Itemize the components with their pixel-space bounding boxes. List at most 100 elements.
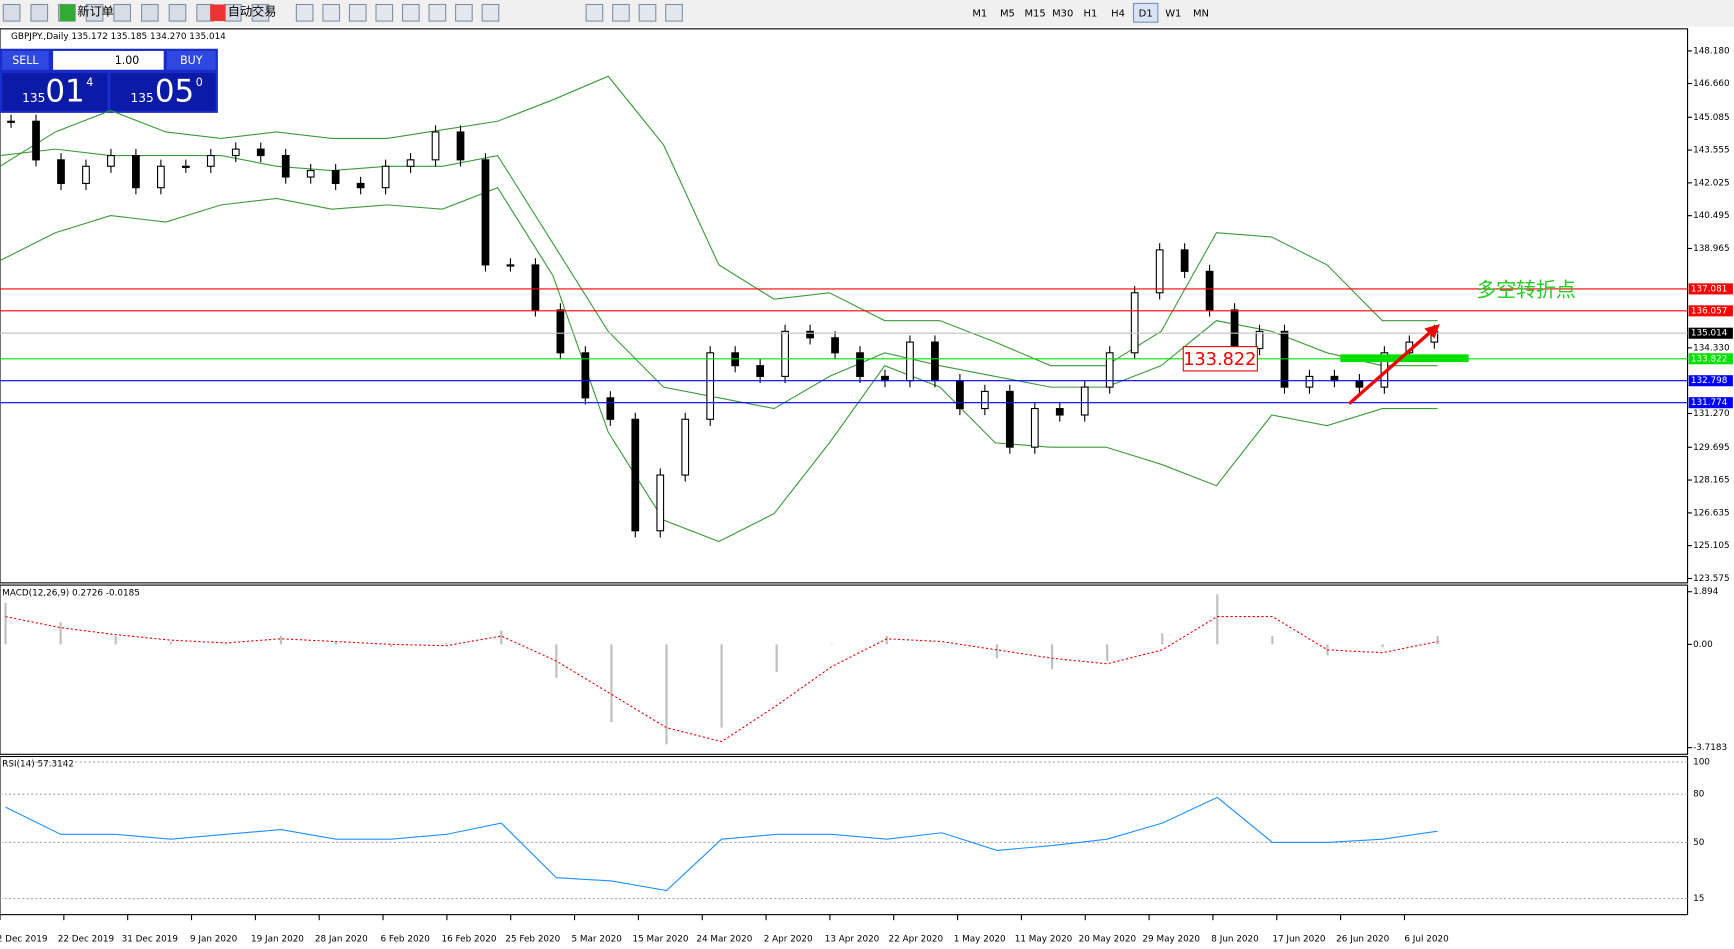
buy-text[interactable]: BUY (180, 54, 203, 67)
tool-icon[interactable] (665, 3, 683, 22)
candle (206, 154, 215, 167)
level-tag (1688, 327, 1733, 339)
buy-button[interactable] (166, 50, 216, 70)
tool-icon[interactable] (140, 3, 159, 22)
macd-panel (0, 584, 1689, 755)
timeframe[interactable]: M30 (1052, 8, 1073, 19)
macd-bar (1381, 644, 1384, 648)
y-tick-label: 15 (1693, 894, 1704, 904)
candle (631, 418, 640, 532)
tool-icon[interactable] (113, 3, 132, 22)
timeframe[interactable]: H4 (1111, 8, 1125, 19)
candle (57, 159, 65, 184)
tool-icon[interactable] (481, 3, 500, 22)
candle (1130, 292, 1139, 354)
level-tag (1688, 397, 1733, 409)
sell-button[interactable] (2, 50, 49, 70)
bid-small: 4 (86, 76, 93, 89)
candle (1305, 375, 1314, 388)
ask-box[interactable] (110, 73, 216, 111)
lots-text[interactable]: 1.00 (115, 54, 140, 67)
candle (906, 341, 914, 382)
tool-icon[interactable] (322, 3, 341, 22)
macd-bar (1216, 594, 1219, 645)
tool-icon[interactable] (210, 4, 226, 22)
macd-bar (169, 641, 172, 645)
y-tick-label: 0.00 (1693, 640, 1713, 650)
tool-icon[interactable] (251, 3, 270, 22)
ask-big: 135 (130, 91, 153, 105)
y-tick-label: 1.894 (1693, 587, 1719, 597)
tool-icon[interactable] (59, 4, 76, 22)
bid-big: 135 (22, 91, 45, 105)
toolbar-button[interactable]: 自动交易 (228, 4, 277, 19)
candle (281, 154, 290, 178)
tool-icon[interactable] (375, 3, 394, 22)
y-tick-label: 128.165 (1693, 476, 1730, 486)
macd-bar (59, 622, 62, 645)
level-tag (1688, 353, 1733, 365)
timeframe[interactable]: MN (1193, 8, 1209, 19)
candle (1030, 408, 1039, 448)
toolbar-button[interactable]: 新订单 (77, 4, 113, 19)
x-tick-label: 15 Mar 2020 (633, 934, 689, 944)
y-tick-label: 146.660 (1693, 79, 1730, 89)
macd-bar (885, 636, 888, 645)
candle (481, 159, 490, 266)
active-timeframe[interactable] (1132, 2, 1159, 23)
y-tick-label: 142.025 (1693, 178, 1730, 188)
candle (506, 264, 515, 267)
x-tick-label: 22 Dec 2019 (58, 934, 114, 944)
timeframe[interactable]: M15 (1024, 8, 1045, 19)
candle (1330, 375, 1339, 382)
x-tick-label: 29 May 2020 (1142, 934, 1200, 944)
sell-text[interactable]: SELL (12, 54, 39, 67)
timeframe[interactable]: M1 (972, 8, 987, 19)
candle (231, 148, 240, 157)
candle (881, 375, 889, 382)
x-tick-label: 6 Feb 2020 (380, 934, 430, 944)
candle (456, 131, 465, 161)
candle (107, 154, 115, 167)
macd-bar (445, 642, 448, 645)
x-tick-label: 24 Mar 2020 (696, 934, 752, 944)
macd-bar (224, 644, 227, 645)
timeframe[interactable]: W1 (1165, 8, 1181, 19)
tool-icon[interactable] (638, 3, 657, 22)
level-label: 135.014 (1691, 329, 1728, 339)
y-tick-label: 100 (1693, 758, 1710, 768)
timeframe[interactable]: D1 (1139, 8, 1153, 19)
tool-icon[interactable] (2, 3, 21, 22)
x-tick-label: 13 Apr 2020 (825, 934, 880, 944)
macd-bar (114, 636, 117, 645)
macd-bar (775, 644, 778, 673)
timeframe[interactable]: H1 (1083, 8, 1097, 19)
macd-bar (1106, 644, 1109, 662)
tool-icon[interactable] (401, 3, 420, 22)
tool-icon[interactable] (585, 3, 604, 22)
bollinger-band (0, 75, 1438, 367)
arrow-head (1424, 324, 1440, 339)
candle (356, 182, 365, 189)
level-label: 137.081 (1691, 284, 1728, 294)
tool-icon[interactable] (168, 3, 187, 22)
candle (531, 264, 540, 311)
tool-icon[interactable] (295, 3, 314, 22)
tool-icon[interactable] (30, 3, 49, 22)
candle (856, 352, 864, 377)
tool-icon[interactable] (612, 3, 630, 22)
tool-icon[interactable] (428, 3, 447, 22)
tool-icon[interactable] (85, 3, 104, 22)
tool-icon[interactable] (348, 3, 367, 22)
y-tick-label: -3.7183 (1693, 743, 1727, 753)
bid-box[interactable] (2, 73, 108, 111)
x-tick-label: 6 Jul 2020 (1404, 934, 1449, 944)
candle (256, 148, 265, 157)
timeframe[interactable]: M5 (1000, 8, 1015, 19)
candle (431, 131, 440, 161)
candle (806, 330, 814, 339)
tool-icon[interactable] (455, 3, 473, 22)
lots-input[interactable] (53, 50, 164, 70)
y-tick-label: 126.635 (1693, 508, 1730, 518)
